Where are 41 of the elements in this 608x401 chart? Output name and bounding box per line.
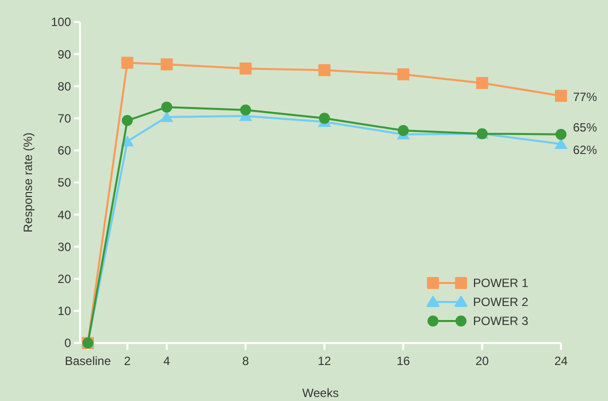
y-tick-label: 80 [58, 79, 72, 94]
point [161, 102, 172, 113]
x-tick-label: 16 [396, 354, 410, 368]
data-label: 77% [573, 90, 598, 104]
point [121, 56, 134, 69]
point [240, 104, 252, 116]
y-axis-title: Response rate (%) [21, 132, 35, 233]
x-tick-label: 8 [242, 354, 250, 368]
legend-label: POWER 2 [473, 295, 529, 310]
y-tick-label: 70 [58, 112, 72, 126]
point [397, 68, 410, 80]
x-tick-label: Baseline [64, 354, 112, 368]
point [122, 115, 133, 126]
y-tick-label: 40 [58, 208, 72, 222]
legend-label: POWER 1 [473, 276, 529, 290]
y-tick-label: 0 [64, 336, 72, 350]
x-tick-label: 24 [554, 354, 568, 368]
y-tick-label: 100 [50, 15, 72, 30]
point [240, 62, 252, 75]
data-label: 65% [573, 120, 598, 134]
point [476, 76, 488, 89]
y-tick-label: 30 [58, 240, 72, 254]
y-tick-label: 10 [58, 304, 72, 318]
y-tick-label: 50 [58, 176, 72, 190]
x-tick-label: 12 [318, 354, 332, 368]
point [556, 128, 566, 140]
x-axis-title: Weeks [302, 386, 339, 400]
x-tick-label: 4 [163, 354, 170, 368]
y-tick-label: 60 [58, 144, 72, 158]
point [398, 125, 409, 136]
y-tick-label: 90 [58, 47, 72, 62]
point [160, 58, 173, 70]
point [555, 90, 567, 102]
data-label: 62% [573, 142, 598, 157]
y-tick-label: 20 [58, 272, 72, 286]
point [318, 64, 330, 76]
x-tick-label: 20 [475, 354, 490, 368]
x-tick-label: 2 [124, 354, 131, 368]
point [160, 111, 174, 122]
legend-label: POWER 3 [473, 314, 529, 328]
point [318, 112, 330, 124]
